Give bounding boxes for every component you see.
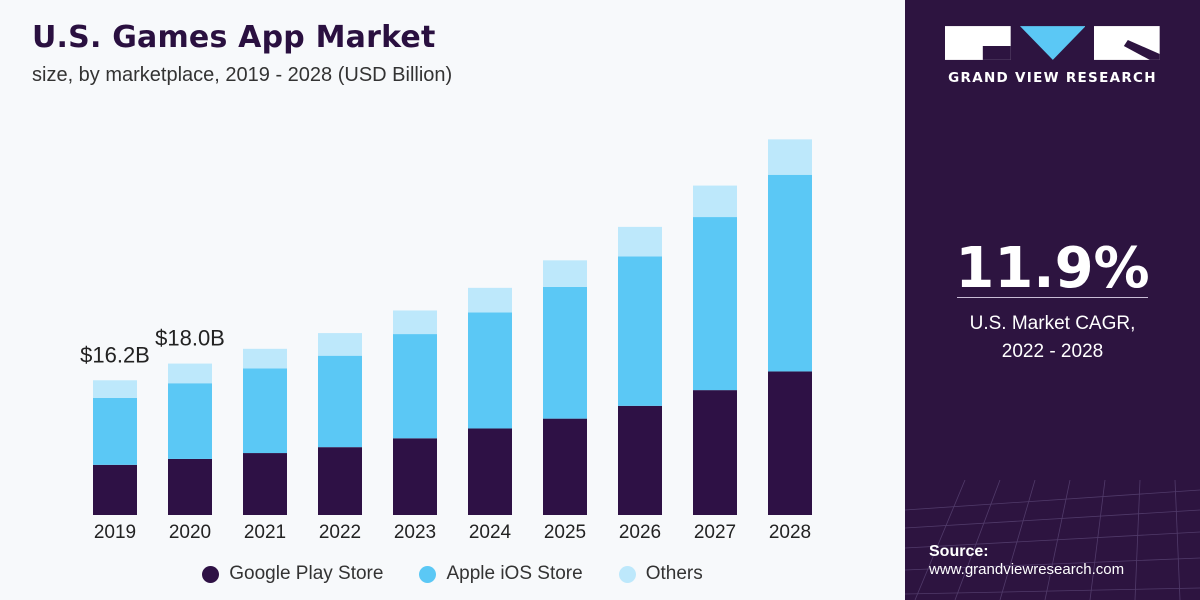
- legend-swatch-google-play: [202, 565, 220, 583]
- bar-apple-ios-store-2026: [618, 256, 662, 406]
- data-label-2019: $16.2B: [80, 342, 150, 367]
- bar-apple-ios-store-2022: [318, 355, 362, 448]
- logo-v-mark-icon: [1019, 26, 1086, 60]
- legend-swatch-others: [618, 565, 636, 583]
- bar-apple-ios-store-2021: [243, 368, 287, 454]
- bar-google-play-store-2027: [693, 390, 737, 515]
- x-tick-label-2024: 2024: [469, 522, 512, 543]
- cagr-value: 11.9%: [955, 236, 1150, 301]
- bar-apple-ios-store-2023: [393, 334, 437, 439]
- bar-google-play-store-2023: [393, 438, 437, 515]
- grid-floor-decoration: [905, 480, 1200, 600]
- x-tick-label-2019: 2019: [94, 522, 136, 543]
- x-tick-label-2026: 2026: [619, 522, 661, 543]
- bar-google-play-store-2025: [543, 418, 587, 515]
- bar-google-play-store-2021: [243, 453, 287, 515]
- cagr-label-line-1: U.S. Market CAGR,: [969, 313, 1136, 334]
- legend-label-apple-ios: Apple iOS Store: [446, 563, 583, 584]
- x-tick-label-2027: 2027: [694, 522, 736, 543]
- chart-legend: Google Play Store Apple iOS Store Others: [0, 563, 905, 585]
- bar-others-2019: [93, 380, 137, 398]
- chart-title: U.S. Games App Market: [32, 20, 436, 55]
- bar-others-2025: [543, 260, 587, 287]
- bar-apple-ios-store-2025: [543, 286, 587, 419]
- logo-g-mark-icon: [945, 26, 1011, 60]
- cagr-label: U.S. Market CAGR, 2022 - 2028: [905, 310, 1200, 366]
- logo-marks: [945, 26, 1161, 60]
- x-tick-label-2020: 2020: [169, 522, 211, 543]
- bar-others-2022: [318, 333, 362, 356]
- bar-google-play-store-2020: [168, 458, 212, 515]
- bar-others-2027: [693, 185, 737, 218]
- grand-view-research-logo: GRAND VIEW RESEARCH: [945, 26, 1161, 86]
- legend-item-google-play: Google Play Store: [202, 563, 383, 585]
- bar-google-play-store-2024: [468, 428, 512, 515]
- bar-apple-ios-store-2028: [768, 174, 812, 372]
- legend-swatch-apple-ios: [419, 565, 437, 583]
- bar-others-2021: [243, 348, 287, 369]
- x-tick-label-2025: 2025: [544, 522, 586, 543]
- bar-apple-ios-store-2019: [93, 397, 137, 465]
- legend-label-others: Others: [645, 563, 703, 584]
- x-tick-label-2021: 2021: [244, 522, 286, 543]
- side-panel: GRAND VIEW RESEARCH 11.9% U.S. Market CA…: [905, 0, 1200, 600]
- stacked-bar-chart: 2019 2020 2021 2022 2023 2024 2025 2026 2027 2028…: [80, 139, 812, 543]
- source-url[interactable]: www.grandviewresearch.com: [929, 561, 1125, 578]
- source-block: Source: www.grandviewresearch.com: [929, 543, 1124, 578]
- x-tick-label-2023: 2023: [394, 522, 436, 543]
- x-tick-label-2022: 2022: [319, 522, 361, 543]
- bar-google-play-store-2028: [768, 371, 812, 515]
- bar-others-2028: [768, 139, 812, 175]
- source-title: Source:: [929, 543, 989, 560]
- bar-google-play-store-2019: [93, 464, 137, 515]
- bar-apple-ios-store-2027: [693, 217, 737, 391]
- chart-area: U.S. Games App Market size, by marketpla…: [0, 20, 905, 585]
- bar-google-play-store-2022: [318, 447, 362, 515]
- bar-others-2023: [393, 310, 437, 335]
- cagr-label-line-2: 2022 - 2028: [1001, 341, 1104, 362]
- x-tick-label-2028: 2028: [769, 522, 811, 543]
- legend-label-google-play: Google Play Store: [229, 563, 384, 584]
- legend-item-others: Others: [618, 563, 703, 585]
- bar-apple-ios-store-2024: [468, 312, 512, 429]
- cagr-divider: [957, 297, 1148, 298]
- chart-subtitle: size, by marketplace, 2019 - 2028 (USD B…: [32, 64, 453, 86]
- bar-apple-ios-store-2020: [168, 383, 212, 459]
- bar-others-2026: [618, 226, 662, 257]
- bar-google-play-store-2026: [618, 405, 662, 515]
- data-label-2020: $18.0B: [155, 326, 225, 351]
- logo-company-name: GRAND VIEW RESEARCH: [948, 70, 1157, 86]
- bar-others-2020: [168, 363, 212, 384]
- logo-r-mark-icon: [1094, 26, 1161, 60]
- bar-others-2024: [468, 287, 512, 313]
- legend-item-apple-ios: Apple iOS Store: [419, 563, 583, 585]
